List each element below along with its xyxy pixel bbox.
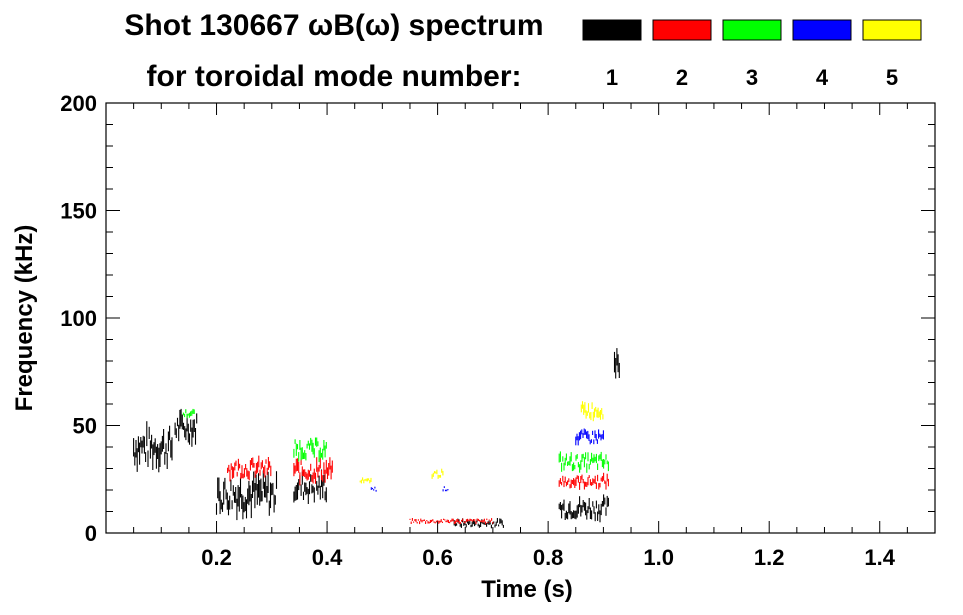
- legend-label-3: 3: [746, 65, 758, 90]
- y-tick-label: 150: [60, 199, 97, 224]
- y-tick-label: 100: [60, 306, 97, 331]
- series-marks: [133, 348, 620, 529]
- y-axis-label: Frequency (kHz): [11, 225, 38, 412]
- x-tick-label: 0.8: [533, 545, 564, 570]
- legend-label-5: 5: [886, 65, 898, 90]
- legend: 1 2 3 4 5: [582, 19, 922, 90]
- x-tick-label: 0.2: [201, 545, 232, 570]
- legend-label-1: 1: [606, 65, 618, 90]
- legend-swatch-3: [722, 19, 782, 41]
- chart-title-line2: for toroidal mode number:: [147, 60, 522, 93]
- legend-label-2: 2: [676, 65, 688, 90]
- chart-title-line1: Shot 130667 ωB(ω) spectrum: [124, 9, 543, 42]
- y-tick-label: 0: [85, 521, 97, 546]
- legend-swatch-1: [582, 19, 642, 41]
- x-tick-label: 1.4: [864, 545, 895, 570]
- x-tick-label: 0.6: [422, 545, 453, 570]
- y-tick-label: 200: [60, 91, 97, 116]
- legend-swatch-4: [792, 19, 852, 41]
- x-tick-label: 1.2: [754, 545, 785, 570]
- legend-swatch-5: [862, 19, 922, 41]
- y-tick-label: 50: [73, 414, 97, 439]
- legend-swatch-2: [652, 19, 712, 41]
- plot-area-frame: [105, 102, 936, 534]
- x-axis-label: Time (s): [481, 576, 573, 603]
- x-tick-label: 1.0: [643, 545, 674, 570]
- axis-ticks: 0.2 0.4 0.6 0.8 1.0 1.2 1.4 0 50 100 150 200: [60, 91, 935, 570]
- x-tick-label: 0.4: [312, 545, 343, 570]
- legend-label-4: 4: [816, 65, 829, 90]
